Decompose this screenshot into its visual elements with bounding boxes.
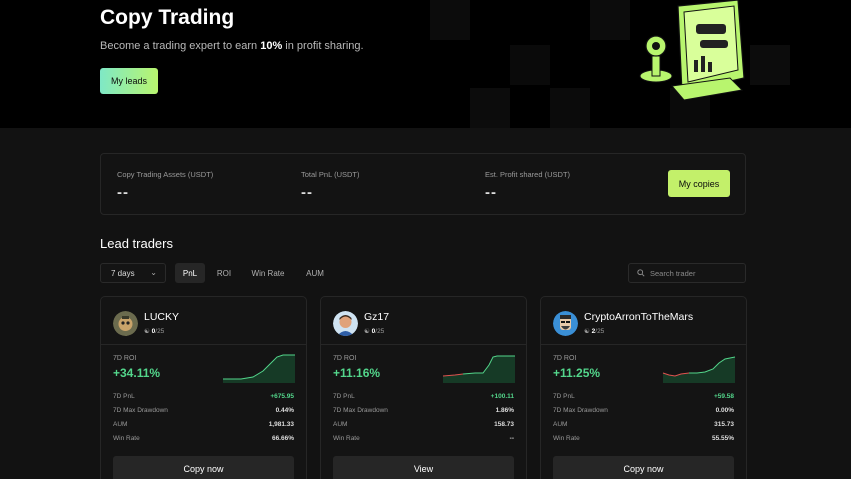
pnl-row: 7D PnL +675.95 bbox=[113, 393, 294, 400]
win-rate-value: 55.55% bbox=[711, 435, 734, 442]
pnl-value: +675.95 bbox=[270, 393, 294, 400]
stat-assets: Copy Trading Assets (USDT) -- bbox=[117, 170, 213, 201]
drawdown-value: 1.86% bbox=[495, 407, 514, 414]
tab-roi[interactable]: ROI bbox=[216, 268, 232, 278]
drawdown-row: 7D Max Drawdown 0.44% bbox=[113, 407, 294, 414]
roi-label: 7D ROI bbox=[333, 355, 357, 362]
card-divider bbox=[101, 344, 306, 345]
roi-value: +11.16% bbox=[333, 366, 381, 380]
drawdown-row: 7D Max Drawdown 1.86% bbox=[333, 407, 514, 414]
trader-name: Gz17 bbox=[364, 311, 390, 323]
copy-now-button[interactable]: Copy now bbox=[113, 456, 294, 479]
copier-count: ☯ 0/25 bbox=[144, 328, 165, 335]
users-icon: ☯ bbox=[364, 328, 370, 335]
drawdown-value: 0.00% bbox=[715, 407, 734, 414]
stat-total-pnl: Total PnL (USDT) -- bbox=[301, 170, 360, 201]
aum-value: 158.73 bbox=[494, 421, 514, 428]
roi-label: 7D ROI bbox=[113, 355, 137, 362]
trader-card[interactable]: LUCKY ☯ 0/25 7D ROI +34.11% 7D PnL +675.9… bbox=[100, 296, 307, 479]
card-divider bbox=[321, 344, 526, 345]
pnl-value: +59.58 bbox=[713, 393, 734, 400]
tab-aum[interactable]: AUM bbox=[306, 268, 324, 278]
aum-value: 315.73 bbox=[714, 421, 734, 428]
trading-monitor-illustration bbox=[639, 0, 745, 101]
roi-value: +11.25% bbox=[553, 366, 601, 380]
chevron-down-icon: ⌄ bbox=[150, 268, 157, 277]
pnl-row: 7D PnL +59.58 bbox=[553, 393, 734, 400]
stat-assets-value: -- bbox=[117, 184, 129, 201]
win-rate-row: Win Rate 55.55% bbox=[553, 435, 734, 442]
my-leads-button[interactable]: My leads bbox=[100, 68, 158, 94]
my-copies-button[interactable]: My copies bbox=[668, 170, 730, 197]
win-rate-value: 66.66% bbox=[271, 435, 294, 442]
avatar bbox=[553, 311, 578, 336]
avatar bbox=[113, 311, 138, 336]
period-select-value: 7 days bbox=[111, 268, 135, 278]
copy-now-button[interactable]: Copy now bbox=[553, 456, 734, 479]
search-trader-box[interactable] bbox=[628, 263, 746, 283]
stat-assets-label: Copy Trading Assets (USDT) bbox=[117, 170, 214, 179]
trader-name: LUCKY bbox=[144, 311, 180, 323]
win-rate-row: Win Rate 66.66% bbox=[113, 435, 294, 442]
avatar bbox=[333, 311, 358, 336]
tab-pnl[interactable]: PnL bbox=[175, 263, 205, 283]
roi-sparkline bbox=[442, 355, 515, 383]
trader-name: CryptoArronToTheMars bbox=[584, 311, 694, 323]
aum-row: AUM 1,981.33 bbox=[113, 421, 294, 428]
win-rate-row: Win Rate -- bbox=[333, 435, 514, 442]
copy-trading-stats-panel: Copy Trading Assets (USDT) -- Total PnL … bbox=[100, 153, 746, 215]
aum-row: AUM 158.73 bbox=[333, 421, 514, 428]
trader-card[interactable]: CryptoArronToTheMars ☯ 2/25 7D ROI +11.2… bbox=[540, 296, 747, 479]
page-title: Copy Trading bbox=[100, 6, 235, 29]
copier-count: ☯ 0/25 bbox=[364, 328, 385, 335]
card-divider bbox=[541, 344, 746, 345]
drawdown-row: 7D Max Drawdown 0.00% bbox=[553, 407, 734, 414]
pnl-row: 7D PnL +100.11 bbox=[333, 393, 514, 400]
win-rate-value: -- bbox=[509, 435, 514, 442]
trader-filter-bar: 7 days ⌄ PnL ROI Win Rate AUM bbox=[100, 263, 746, 283]
stat-total-pnl-label: Total PnL (USDT) bbox=[301, 170, 360, 179]
aum-value: 1,981.33 bbox=[268, 421, 294, 428]
stat-profit-shared-label: Est. Profit shared (USDT) bbox=[485, 170, 571, 179]
search-trader-input[interactable] bbox=[650, 268, 740, 278]
users-icon: ☯ bbox=[144, 328, 150, 335]
copier-count: ☯ 2/25 bbox=[584, 328, 605, 335]
pnl-value: +100.11 bbox=[490, 393, 514, 400]
lead-traders-heading: Lead traders bbox=[100, 236, 173, 251]
hero-subtitle: Become a trading expert to earn 10% in p… bbox=[100, 40, 364, 52]
search-icon bbox=[637, 269, 645, 277]
stat-profit-shared-value: -- bbox=[485, 184, 497, 201]
tab-win-rate[interactable]: Win Rate bbox=[251, 268, 285, 278]
roi-label: 7D ROI bbox=[553, 355, 577, 362]
roi-sparkline bbox=[662, 356, 736, 383]
stat-profit-shared: Est. Profit shared (USDT) -- bbox=[485, 170, 570, 201]
roi-value: +34.11% bbox=[113, 366, 161, 380]
drawdown-value: 0.44% bbox=[275, 407, 294, 414]
users-icon: ☯ bbox=[584, 328, 590, 335]
trader-card[interactable]: Gz17 ☯ 0/25 7D ROI +11.16% 7D PnL +100.11… bbox=[320, 296, 527, 479]
hero-background-pattern bbox=[430, 0, 851, 128]
roi-sparkline bbox=[223, 354, 295, 383]
view-button[interactable]: View bbox=[333, 456, 514, 479]
hero-banner: Copy Trading Become a trading expert to … bbox=[0, 0, 851, 128]
aum-row: AUM 315.73 bbox=[553, 421, 734, 428]
stat-total-pnl-value: -- bbox=[301, 184, 313, 201]
period-select[interactable]: 7 days ⌄ bbox=[100, 263, 166, 283]
